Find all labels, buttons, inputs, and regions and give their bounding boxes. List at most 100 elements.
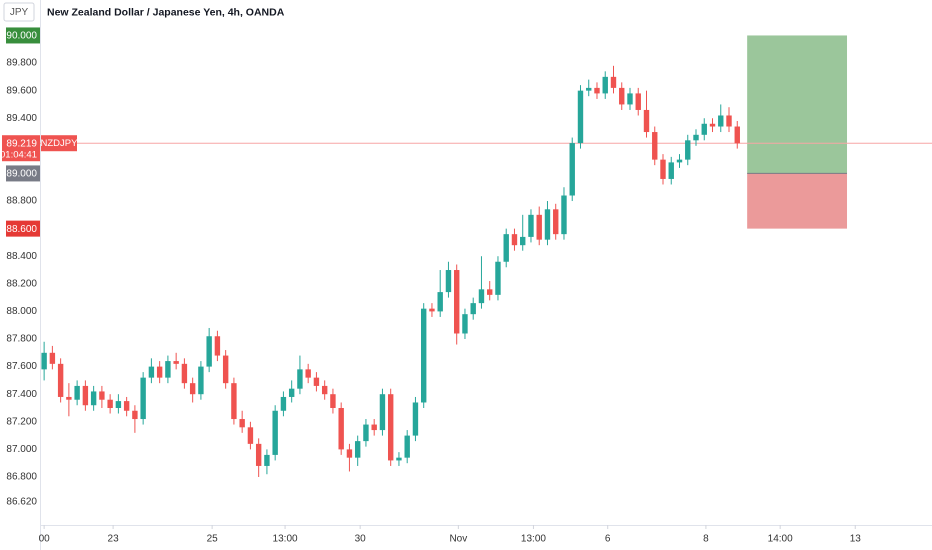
candle-body — [272, 410, 278, 455]
candle-body — [619, 87, 625, 105]
candle-body — [726, 115, 732, 127]
x-tick-label: Nov — [449, 534, 467, 545]
y-tick-label: 89.800 — [6, 58, 37, 69]
x-tick-label: 13:00 — [521, 534, 546, 545]
candle-body — [181, 363, 188, 384]
candle-body — [354, 441, 361, 458]
candle-body — [206, 336, 212, 367]
candle-body — [569, 143, 575, 196]
candle-body — [709, 123, 716, 127]
y-tick-label: 86.620 — [6, 496, 37, 507]
candle-body — [222, 355, 229, 384]
candle-body — [643, 109, 650, 133]
y-tick-label: 89.600 — [6, 85, 37, 96]
symbol-label: NZDJPY — [41, 138, 79, 149]
entry-label-box — [6, 165, 40, 182]
currency[interactable]: JPY — [10, 7, 29, 18]
candle-body — [198, 366, 204, 395]
y-tick-label: 88.400 — [6, 251, 37, 262]
candle-body — [346, 449, 353, 458]
candle-body — [577, 90, 584, 144]
candle-body — [437, 292, 443, 312]
candle-body — [338, 407, 344, 450]
candle-body — [107, 399, 113, 408]
x-tick-label: 23 — [108, 534, 120, 545]
x-tick-label: 14:00 — [768, 534, 793, 545]
candle-body — [66, 396, 72, 400]
x-tick-label: 30 — [355, 534, 367, 545]
candle-body — [41, 352, 47, 370]
candle-body — [255, 443, 262, 466]
candle-body — [148, 366, 155, 378]
candle-body — [478, 289, 485, 304]
candle-body — [454, 270, 460, 334]
target-label-box — [6, 27, 40, 44]
candle-body — [445, 270, 452, 293]
candle-body — [57, 363, 64, 397]
candle-body — [412, 402, 419, 436]
x-tick-label: 8 — [703, 534, 709, 545]
candle-body — [173, 361, 179, 364]
candle-body — [330, 394, 336, 408]
candle-body — [189, 383, 196, 395]
x-tick-label: 13:00 — [273, 534, 298, 545]
candle-body — [487, 289, 493, 295]
candle-body — [718, 115, 724, 127]
candle-body — [82, 385, 89, 406]
candle-body — [511, 234, 518, 246]
candle-body — [313, 377, 320, 386]
candle-body — [363, 424, 369, 442]
candle-body — [610, 76, 617, 88]
candle-body — [247, 427, 254, 444]
candle-body — [140, 377, 146, 420]
candle-body — [156, 366, 163, 378]
last-price-label: 89.219 — [6, 138, 37, 149]
candle-body — [280, 396, 287, 411]
candle-body — [321, 385, 328, 395]
candle-body — [544, 209, 551, 240]
candle-body — [495, 261, 501, 295]
candle-body — [462, 314, 468, 334]
candle-body — [396, 457, 402, 461]
last-price-box — [2, 135, 40, 162]
candle-body — [123, 401, 130, 411]
currency-box[interactable] — [3, 2, 35, 22]
candle-body — [132, 410, 138, 420]
y-tick-label: 87.000 — [6, 444, 37, 455]
y-tick-label: 87.800 — [6, 334, 37, 345]
candle-body — [288, 388, 295, 397]
candle-body — [586, 87, 592, 91]
candle-body — [305, 369, 311, 378]
y-tick-label: 87.400 — [6, 389, 37, 400]
target-zone — [747, 35, 848, 174]
x-tick-label: 00 — [39, 534, 51, 545]
y-tick-label: 88.000 — [6, 306, 37, 317]
candle-body — [553, 209, 559, 235]
y-tick-label: 87.200 — [6, 416, 37, 427]
candle-body — [231, 383, 237, 420]
candle-body — [115, 401, 122, 408]
candle-body — [627, 93, 633, 105]
stop-label-box — [6, 220, 40, 237]
candle-body — [49, 352, 56, 364]
candle-body — [685, 140, 691, 160]
candle-body — [90, 391, 97, 406]
candle-body — [676, 159, 683, 163]
candle-body — [404, 435, 410, 458]
candle-body — [528, 214, 534, 237]
symbol-box — [41, 135, 77, 152]
candle-body — [701, 123, 707, 135]
candle-body — [594, 87, 600, 94]
candle-body — [520, 236, 526, 246]
candle-body — [635, 93, 641, 110]
y-tick-label: 86.800 — [6, 472, 37, 483]
candle-body — [536, 214, 542, 240]
candle-body — [660, 159, 666, 179]
candle-body — [99, 391, 105, 400]
candle-body — [693, 134, 699, 141]
candle-body — [503, 234, 509, 262]
x-tick-label: 25 — [207, 534, 219, 545]
candle-body — [602, 76, 608, 94]
candle-body — [561, 195, 567, 235]
